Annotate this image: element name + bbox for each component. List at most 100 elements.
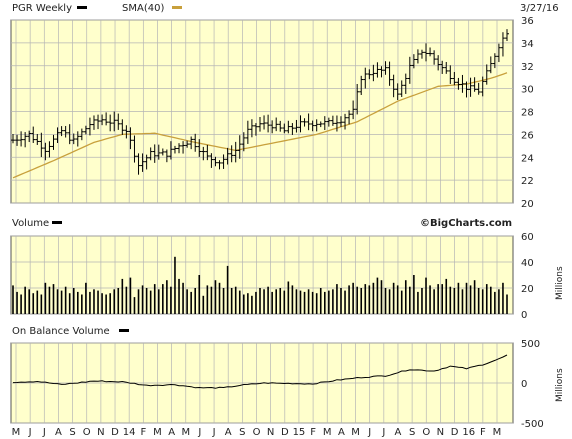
x-tick-label: M (323, 427, 332, 438)
price-bar (71, 133, 76, 145)
price-bar (468, 77, 473, 97)
price-bar (500, 32, 505, 57)
price-bar (375, 62, 380, 78)
price-bar (160, 148, 165, 156)
price-bar (23, 132, 28, 148)
price-y-tick: 30 (521, 85, 534, 96)
price-bar (330, 115, 335, 126)
price-bar (91, 115, 96, 130)
x-tick-label: M (493, 427, 502, 438)
price-bar (448, 65, 453, 84)
x-tick-label: 16 (462, 427, 475, 438)
x-tick-label: D (281, 427, 289, 438)
x-tick-label: 14 (123, 427, 136, 438)
price-bar (318, 121, 323, 128)
price-bar (253, 123, 258, 136)
price-bar (43, 142, 48, 161)
price-bar (411, 54, 416, 69)
price-bar (201, 146, 206, 161)
price-bar (79, 128, 84, 141)
x-tick-label: S (239, 427, 245, 438)
price-bar (383, 61, 388, 75)
price-bar (359, 75, 364, 96)
x-tick-label: O (253, 427, 261, 438)
price-bar (213, 156, 218, 167)
obv-panel: -500 0 500 Millions (10, 339, 565, 430)
price-y-tick: 26 (521, 130, 534, 141)
x-tick-label: A (338, 427, 345, 438)
price-bar (225, 147, 230, 165)
price-bar (152, 144, 157, 163)
x-tick-label: M (153, 427, 162, 438)
price-bar (205, 144, 210, 161)
price-bar (363, 67, 368, 89)
volume-y-tick: 60 (521, 232, 534, 243)
price-bar (124, 125, 129, 139)
price-bar (148, 147, 153, 161)
price-y-tick: 24 (521, 153, 534, 164)
sma-legend-swatch (172, 6, 182, 9)
price-bar (347, 110, 352, 125)
x-tick-label: O (83, 427, 91, 438)
price-bar (87, 117, 92, 136)
price-bar (399, 80, 404, 97)
x-tick-label: J (197, 427, 201, 438)
price-bar (96, 114, 101, 130)
price-bar (221, 154, 226, 169)
price-bar (35, 133, 40, 145)
price-bar (270, 120, 275, 134)
price-bar (75, 131, 80, 147)
price-bar (415, 49, 420, 64)
price-bar (55, 127, 60, 143)
price-bar (306, 113, 311, 131)
price-bar (51, 134, 56, 150)
price-bar (351, 100, 356, 120)
obv-ylabel: Millions (555, 368, 565, 402)
volume-title: Volume (12, 218, 49, 229)
price-bar (132, 135, 137, 163)
price-bar (496, 43, 501, 63)
price-bar (258, 117, 262, 132)
x-tick-label: F (140, 427, 146, 438)
price-bar (286, 120, 291, 134)
price-bar (193, 133, 198, 152)
price-bar (128, 127, 133, 150)
price-bar (144, 154, 149, 170)
x-tick-label: F (480, 427, 486, 438)
price-bar (229, 145, 234, 163)
price-bar (39, 132, 44, 158)
price-y-tick: 32 (521, 62, 534, 73)
price-bar (27, 130, 32, 143)
obv-y-tick: -500 (521, 419, 544, 430)
chart-date: 3/27/16 (520, 3, 559, 14)
price-bar (334, 115, 339, 132)
price-bar (403, 73, 408, 94)
price-bar (428, 47, 433, 57)
price-bar (181, 141, 186, 154)
price-bar (290, 123, 295, 135)
price-bar (395, 83, 400, 101)
price-bar (189, 136, 194, 150)
price-bar (100, 114, 105, 126)
ticker-legend-swatch (77, 6, 87, 9)
x-tick-label: J (212, 427, 216, 438)
price-bar (484, 64, 489, 85)
obv-line (12, 354, 508, 389)
x-tick-label: J (42, 427, 46, 438)
price-bar (108, 114, 113, 132)
price-bar (63, 125, 68, 138)
price-bar (249, 119, 254, 138)
price-bar (278, 120, 283, 132)
x-tick-label: M (181, 427, 190, 438)
x-tick-label: J (28, 427, 32, 438)
price-bar (432, 50, 437, 65)
price-bar (233, 141, 238, 163)
x-tick-label: A (55, 427, 62, 438)
price-bar (326, 117, 331, 127)
price-bar (116, 113, 121, 130)
price-bar (31, 126, 36, 143)
price-y-tick: 34 (521, 39, 534, 50)
price-y-tick: 36 (521, 16, 534, 27)
price-bar (456, 77, 461, 90)
